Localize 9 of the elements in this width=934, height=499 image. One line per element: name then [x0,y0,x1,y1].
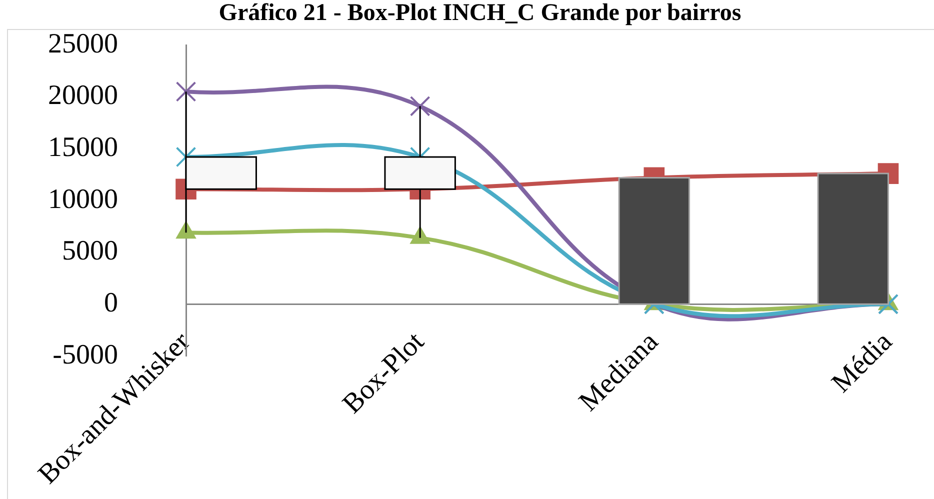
y-tick-label: 5000 [62,236,118,267]
point [410,96,430,116]
chart-title: Gráfico 21 - Box-Plot INCH_C Grande por bairros [218,0,742,27]
y-tick-label: 15000 [48,132,118,164]
y-tick-label: 25000 [48,28,118,60]
y-tick-label: 10000 [48,184,118,215]
point [176,81,196,102]
y-tick-label: 0 [104,288,118,319]
y-tick-label: 20000 [48,80,118,112]
